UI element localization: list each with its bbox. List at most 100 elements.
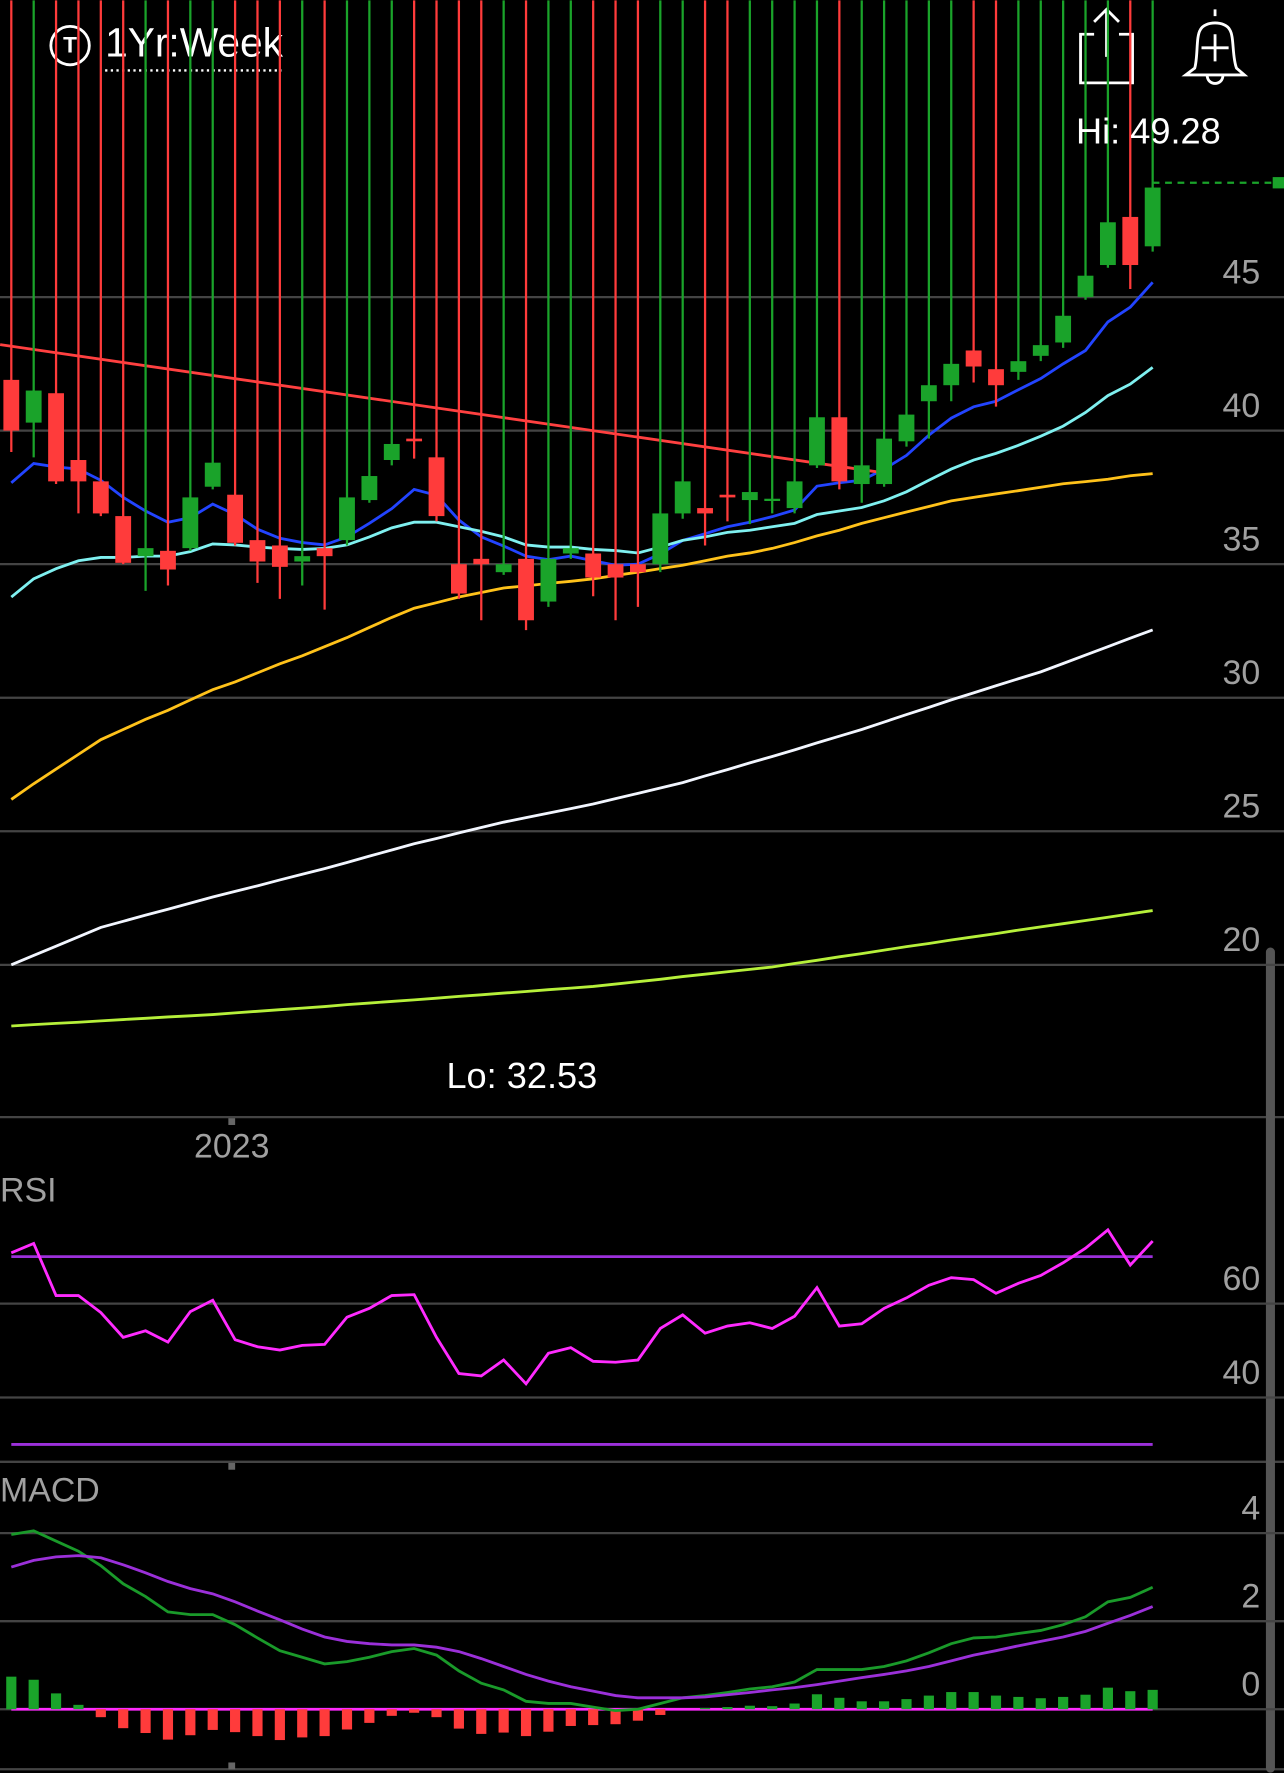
- candle-body: [1144, 187, 1161, 247]
- candle-body: [652, 513, 669, 565]
- histogram-bar: [923, 1695, 934, 1710]
- candle-body: [764, 498, 781, 501]
- histogram-bar: [297, 1709, 308, 1738]
- candle-body: [70, 460, 87, 482]
- bell: [1181, 9, 1249, 77]
- histogram-bar: [565, 1709, 576, 1726]
- histogram-bar: [431, 1709, 442, 1718]
- candle-body: [450, 564, 467, 594]
- y-tick-label: 35: [1223, 521, 1261, 559]
- histogram-bar: [655, 1709, 666, 1715]
- candle-body: [406, 438, 423, 442]
- indicator-line: [10, 281, 1154, 567]
- symbol-button[interactable]: T: [49, 24, 91, 67]
- candle-body: [227, 494, 244, 543]
- histogram-bar: [1080, 1694, 1091, 1710]
- histogram-bar: [476, 1709, 487, 1734]
- share-arrow: [1093, 7, 1120, 57]
- candle-body: [294, 556, 311, 562]
- indicator-line: [11, 909, 1153, 1028]
- symbol-letter: T: [63, 33, 77, 58]
- histogram-bar: [856, 1701, 867, 1710]
- histogram-bar: [162, 1709, 174, 1740]
- trendline: [0, 343, 883, 474]
- indicator-line: [10, 366, 1154, 599]
- histogram-bar: [946, 1692, 957, 1710]
- candle-body: [853, 465, 870, 485]
- candle-body: [697, 508, 713, 514]
- candle-body: [271, 545, 288, 567]
- candle-body: [339, 497, 355, 541]
- symbol-icon: [49, 24, 91, 67]
- y-tick-label: 2: [1241, 1578, 1260, 1616]
- histogram-bar: [834, 1697, 845, 1710]
- histogram-bar: [1125, 1691, 1136, 1710]
- indicator-line: [10, 628, 1154, 967]
- histogram-bar: [140, 1709, 151, 1734]
- candle-body: [316, 548, 333, 557]
- candle-body: [160, 550, 176, 570]
- candle-body: [607, 564, 624, 578]
- high-marker: [1272, 177, 1284, 189]
- histogram-bar: [409, 1709, 420, 1713]
- bell-clapper: [1205, 74, 1225, 85]
- candle-body: [115, 516, 132, 563]
- histogram-bar: [632, 1709, 644, 1721]
- histogram-bar: [28, 1679, 39, 1710]
- candle-body: [518, 558, 534, 621]
- histogram-bar: [744, 1705, 755, 1710]
- histogram-bar: [722, 1707, 733, 1710]
- histogram-bar: [364, 1709, 375, 1723]
- histogram-bar: [811, 1694, 823, 1710]
- histogram-bar: [699, 1707, 711, 1710]
- candle-body: [204, 462, 221, 487]
- panel: 40 60: [0, 1227, 1284, 1446]
- candle-body: [585, 553, 602, 578]
- histogram-bar: [1013, 1696, 1024, 1710]
- candle-body: [1055, 315, 1072, 343]
- candle-body: [898, 414, 915, 442]
- candle-body: [965, 350, 982, 367]
- candle-body: [249, 540, 266, 562]
- histogram-bar: [767, 1706, 778, 1710]
- histogram-bar: [901, 1699, 912, 1710]
- histogram-bar: [1058, 1696, 1069, 1710]
- histogram-bar: [1147, 1689, 1158, 1710]
- y-tick-label: 40: [1223, 1354, 1261, 1392]
- histogram-bar: [520, 1709, 532, 1737]
- candle-body: [473, 558, 490, 565]
- y-tick-label: 30: [1223, 654, 1261, 692]
- histogram-bar: [73, 1704, 84, 1710]
- histogram-bar: [230, 1709, 241, 1733]
- candle-body: [719, 494, 736, 498]
- indicator-line: [11, 1529, 1154, 1713]
- indicator-line: [10, 472, 1153, 801]
- period-selector[interactable]: 1Yr:Week: [105, 19, 284, 72]
- scrollbar[interactable]: [1265, 947, 1275, 1773]
- histogram-bar: [610, 1709, 621, 1725]
- y-tick-label: 20: [1223, 921, 1261, 959]
- histogram-bar: [6, 1676, 17, 1710]
- histogram-bar: [207, 1709, 218, 1730]
- histogram-bar: [95, 1709, 106, 1718]
- histogram-bar: [1102, 1687, 1113, 1710]
- candle-body: [1099, 222, 1116, 266]
- histogram-bar: [274, 1709, 285, 1741]
- candle-body: [48, 393, 64, 482]
- panel: 0 2 4: [0, 1489, 1284, 1741]
- candle-body: [741, 492, 758, 501]
- histogram-bar: [319, 1709, 330, 1737]
- alert-button[interactable]: [1181, 9, 1249, 85]
- candle-body: [25, 390, 42, 423]
- candle-body: [876, 438, 893, 485]
- candle-body: [383, 443, 400, 461]
- y-tick-label: 25: [1223, 788, 1261, 826]
- x-tick-label: 2023: [194, 1128, 269, 1166]
- candle-body: [920, 385, 937, 402]
- candle-body: [182, 497, 199, 549]
- histogram-bar: [185, 1709, 196, 1736]
- y-tick-label: 40: [1223, 387, 1261, 425]
- high-label: Hi: 49.28: [1076, 110, 1221, 151]
